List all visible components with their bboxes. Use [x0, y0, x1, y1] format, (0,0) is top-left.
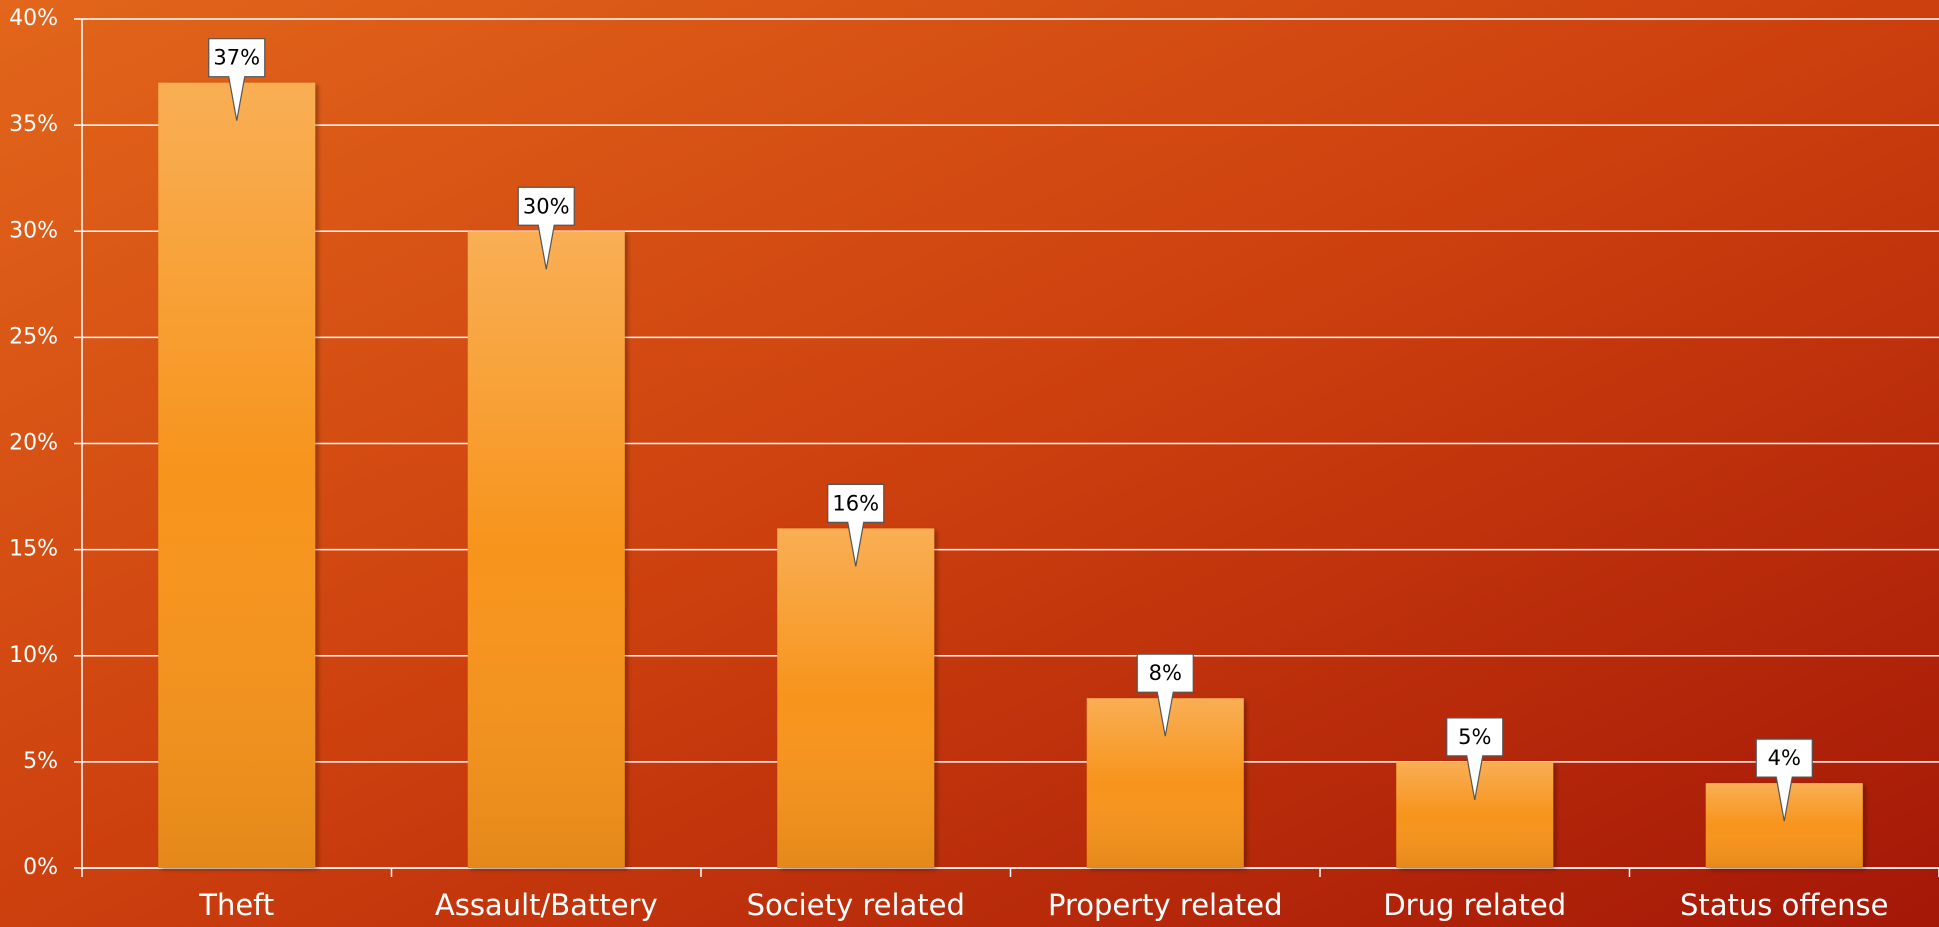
y-tick-label: 20%	[9, 431, 58, 456]
bar-shade	[467, 231, 625, 868]
value-label: 4%	[1768, 746, 1801, 770]
x-tick-label: Property related	[1048, 888, 1283, 922]
y-tick-label: 40%	[9, 6, 58, 31]
y-tick-label: 25%	[9, 324, 58, 349]
callout	[517, 186, 575, 270]
callout	[1136, 653, 1194, 737]
value-label: 16%	[832, 491, 879, 515]
value-label: 5%	[1458, 725, 1491, 749]
y-tick-label: 10%	[9, 643, 58, 668]
x-tick-label: Drug related	[1383, 888, 1566, 922]
bar-shade	[777, 528, 935, 868]
x-tick-label: Theft	[198, 888, 274, 922]
x-tick-label: Status offense	[1680, 888, 1889, 922]
y-tick-label: 0%	[23, 855, 58, 880]
y-tick-label: 5%	[23, 749, 58, 774]
x-tick-label: Society related	[747, 888, 965, 922]
value-label: 37%	[213, 46, 260, 70]
callout	[1446, 717, 1504, 800]
bar-shade	[158, 82, 316, 869]
y-tick-label: 15%	[9, 537, 58, 562]
callout	[827, 483, 885, 567]
callout	[208, 38, 266, 121]
x-tick-label: Assault/Battery	[435, 888, 658, 922]
value-label: 8%	[1149, 661, 1182, 685]
value-label: 30%	[523, 194, 570, 218]
callout	[1755, 738, 1813, 822]
y-tick-label: 30%	[9, 218, 58, 243]
y-tick-label: 35%	[9, 112, 58, 137]
